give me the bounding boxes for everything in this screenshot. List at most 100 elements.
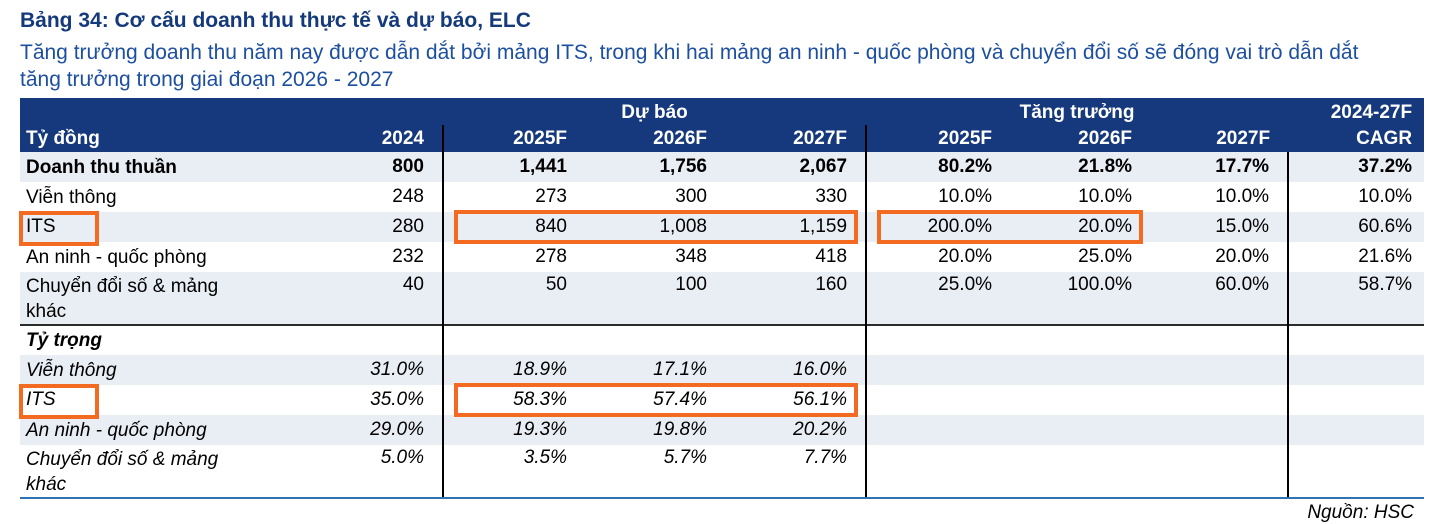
table-cell: 5.7% — [585, 445, 725, 499]
table-cell: 25.0% — [865, 272, 1011, 325]
table-cell — [725, 324, 867, 355]
table-cell: 50 — [442, 272, 585, 325]
row-label: An ninh - quốc phòng — [20, 415, 315, 445]
table-cell: 35.0% — [370, 389, 424, 410]
table-cell — [865, 324, 1011, 355]
table-cell: 10.0% — [1078, 186, 1133, 207]
table-cell-highlighted: 58.3% — [442, 383, 587, 417]
table-cell — [865, 445, 1011, 499]
row-label: ITS — [19, 384, 315, 419]
row-label-text: Viễn thông — [26, 359, 117, 381]
table-cell — [1287, 324, 1425, 355]
table-cell: 58.7% — [1287, 272, 1425, 325]
table-body: Doanh thu thuần 800 1,441 1,756 2,067 80… — [19, 152, 1425, 499]
table-cell: 19.8% — [585, 415, 725, 445]
table-cell: 100 — [585, 272, 725, 325]
row-label: Chuyển đổi số & mảng khác — [20, 272, 315, 325]
table-cell: 40 — [315, 272, 443, 325]
table-cell: 5.0% — [315, 445, 443, 499]
table-row-weight-section-header: Tỷ trọng — [20, 324, 1425, 355]
table-row-security-defense: An ninh - quốc phòng 232 278 348 418 20.… — [20, 242, 1425, 272]
table-row-digital-transformation: Chuyển đổi số & mảng khác 40 50 100 160 … — [20, 272, 1425, 325]
table-cell — [865, 355, 1011, 385]
table-cell: 18.9% — [442, 355, 585, 385]
table-cell: 160 — [725, 272, 867, 325]
table-cell: 7.7% — [725, 445, 867, 499]
table-cell: 21.6% — [1287, 242, 1425, 272]
table-cell — [865, 385, 1011, 415]
table-cell: 232 — [392, 246, 424, 267]
table-cell: 278 — [442, 242, 585, 272]
row-label-text: Tỷ trọng — [26, 330, 102, 351]
table-cell: 16.0% — [725, 355, 867, 385]
table-cell — [1287, 355, 1425, 385]
table-cell-highlighted: 840 — [442, 210, 587, 244]
table-row-its-revenue: ITS 280 840 1,008 1,159 200.0% 20.0% 15.… — [19, 210, 1425, 246]
column-header-forecast-2025f: 2025F — [442, 125, 585, 152]
source-note: Nguồn: HSC — [1307, 502, 1414, 523]
table-cell: 60.6% — [1287, 212, 1425, 242]
table-cell: 60.0% — [1150, 272, 1289, 325]
table-cell — [1150, 355, 1289, 385]
table-cell — [1010, 355, 1151, 385]
table-cell: 10.0% — [1215, 186, 1270, 207]
row-label: Viễn thông — [20, 182, 315, 212]
row-label: ITS — [19, 211, 315, 246]
group-header-spacer — [20, 98, 443, 125]
table-cell: 21.8% — [1010, 152, 1151, 182]
row-label-text: ITS — [26, 389, 56, 410]
table-cell: 2,067 — [725, 152, 867, 182]
table-cell: 1,756 — [585, 152, 725, 182]
table-cell-highlighted: 20.0% — [1009, 210, 1151, 244]
row-label-text: Viễn thông — [26, 186, 117, 208]
table-cell — [865, 415, 1011, 445]
table-cell: 80.2% — [865, 152, 1011, 182]
table-cell-highlighted: 56.1% — [723, 383, 866, 417]
column-header-growth-2026f: 2026F — [1010, 125, 1151, 152]
table-cell: 100.0% — [1010, 272, 1151, 325]
table-cell: 300 — [675, 186, 707, 207]
its-highlight-box: ITS — [19, 211, 98, 246]
table-cell — [1150, 385, 1288, 415]
table-header: Dự báo Tăng trưởng 2024-27F Tỷ đồng 2024… — [20, 98, 1425, 152]
table-cell — [1287, 385, 1425, 415]
table-row-security-weight: An ninh - quốc phòng 29.0% 19.3% 19.8% 2… — [20, 415, 1425, 445]
row-label-text: Chuyển đổi số & mảng khác — [26, 276, 219, 322]
column-header-growth-2025f: 2025F — [865, 125, 1011, 152]
table-cell: 280 — [315, 212, 443, 242]
figure-subtitle: Tăng trưởng doanh thu năm nay được dẫn d… — [20, 41, 1359, 91]
table-cell: 273 — [442, 182, 585, 212]
figure-title: Bảng 34: Cơ cấu doanh thu thực tế và dự … — [20, 9, 531, 32]
table-cell: 348 — [675, 246, 707, 267]
table-cell: 248 — [392, 186, 424, 207]
table-cell — [1150, 415, 1289, 445]
table-cell — [1287, 415, 1425, 445]
column-header-growth-2027f: 2027F — [1150, 125, 1289, 152]
table-cell — [1010, 385, 1150, 415]
row-label: An ninh - quốc phòng — [20, 242, 315, 272]
table-cell-highlighted: 1,159 — [723, 210, 867, 244]
row-label-text: An ninh - quốc phòng — [26, 419, 207, 441]
row-label-text: An ninh - quốc phòng — [26, 246, 207, 268]
table-cell: 20.0% — [865, 242, 1011, 272]
column-header-forecast-2026f: 2026F — [585, 125, 725, 152]
row-label: Viễn thông — [20, 355, 315, 385]
table-cell-highlighted: 200.0% — [865, 210, 1013, 244]
table-cell — [585, 324, 725, 355]
group-header-growth: Tăng trưởng — [866, 98, 1289, 125]
table-cell — [1150, 445, 1289, 499]
row-label-text: Doanh thu thuần — [26, 156, 177, 178]
column-header-unit: Tỷ đồng — [20, 125, 315, 152]
table-cell: 15.0% — [1150, 212, 1289, 242]
table-cell: 25.0% — [1078, 246, 1133, 267]
table-cell: 418 — [815, 246, 848, 267]
group-header-forecast: Dự báo — [443, 98, 867, 125]
table-cell: 20.2% — [725, 415, 867, 445]
table-cell: 20.0% — [1215, 246, 1270, 267]
table-cell — [442, 324, 585, 355]
group-header-row: Dự báo Tăng trưởng 2024-27F — [20, 98, 1425, 125]
revenue-forecast-table: Dự báo Tăng trưởng 2024-27F Tỷ đồng 2024… — [19, 98, 1425, 499]
group-header-cagr-top: 2024-27F — [1288, 98, 1425, 125]
table-cell: 3.5% — [442, 445, 585, 499]
